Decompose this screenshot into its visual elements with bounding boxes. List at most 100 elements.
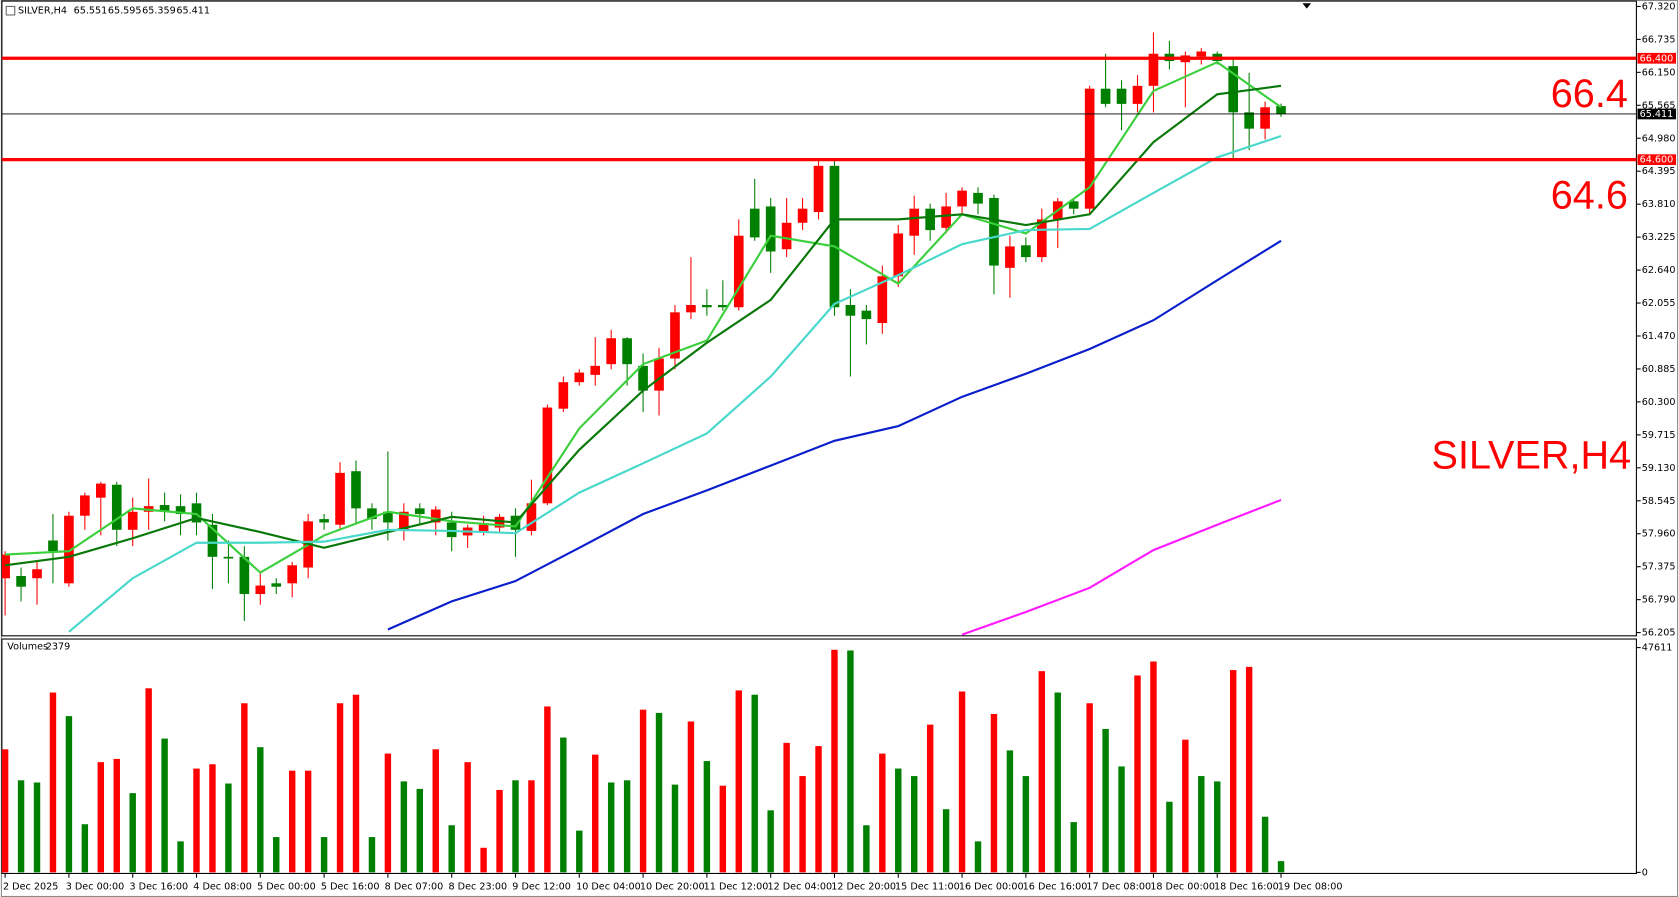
candle-body: [957, 190, 967, 207]
candle-body: [749, 208, 760, 238]
y-tick-label: 57.960: [1642, 529, 1676, 540]
volume-bar: [1182, 739, 1189, 873]
candle-body: [287, 565, 298, 584]
volume-bar: [639, 709, 647, 873]
y-tick-label: 67.320: [1642, 1, 1676, 12]
candle-body: [414, 508, 425, 515]
candle-body: [1036, 219, 1047, 258]
level-box: [1637, 52, 1677, 64]
candle-body: [781, 222, 792, 250]
x-tick-label: 4 Dec 08:00: [193, 881, 252, 892]
candle-body: [383, 511, 393, 523]
volume-bar: [304, 770, 312, 873]
volume-bar: [687, 721, 695, 873]
x-tick-label: 18 Dec 00:00: [1150, 881, 1215, 892]
y-tick-label: 60.885: [1642, 364, 1676, 375]
candle-body: [686, 305, 696, 313]
volume-bar: [1022, 776, 1030, 873]
x-tick-label: 10 Dec 04:00: [576, 881, 641, 892]
candle-body: [399, 511, 409, 530]
volume-bar: [448, 825, 455, 873]
candle-body: [1100, 88, 1111, 104]
candle-body: [175, 506, 186, 515]
y-tick-label: 47611: [1642, 643, 1673, 654]
x-tick-label: 16 Dec 00:00: [959, 881, 1024, 892]
candle-body: [478, 524, 489, 533]
volume-bar: [863, 825, 870, 873]
volume-bar: [368, 837, 376, 873]
volume-bar: [783, 742, 790, 873]
candle-body: [765, 206, 776, 252]
volume-bar: [703, 761, 711, 873]
volume-bar: [288, 770, 296, 873]
y-tick-label: 59.130: [1642, 463, 1676, 474]
volume-bar: [320, 837, 328, 873]
y-tick-label: 56.205: [1642, 628, 1676, 639]
volume-bar: [65, 716, 73, 873]
candle-body: [733, 235, 744, 308]
candle-body: [351, 471, 361, 509]
last-price-box: [1637, 108, 1677, 120]
candle-body: [989, 197, 999, 266]
volume-bar: [815, 746, 822, 873]
level-label: 66.4: [1551, 72, 1628, 116]
x-tick-label: 3 Dec 16:00: [129, 881, 188, 892]
volume-bar: [384, 753, 392, 873]
y-tick-label: 61.470: [1642, 331, 1676, 342]
y-tick-label: 66.735: [1642, 34, 1676, 45]
volume-bar: [799, 776, 806, 873]
candle-body: [1005, 246, 1015, 268]
candle-body: [1068, 201, 1079, 209]
price-panel: [1, 0, 1637, 637]
level-box: [1637, 154, 1677, 166]
candle-body: [111, 484, 122, 530]
volume-bar: [560, 737, 567, 873]
volume-bar: [1, 749, 9, 873]
candle-body: [80, 495, 90, 516]
volume-bar: [767, 810, 774, 873]
candle-body: [1196, 51, 1207, 57]
y-tick-label: 62.055: [1642, 298, 1676, 309]
candle-body: [48, 540, 58, 552]
volume-bar: [145, 688, 152, 873]
volume-bar: [97, 762, 105, 873]
candle-body: [255, 585, 266, 595]
candle-body: [335, 472, 345, 525]
candle-body: [829, 165, 840, 308]
volume-bar: [655, 712, 663, 873]
volume-bar: [607, 782, 615, 873]
x-tick-label: 18 Dec 16:00: [1214, 881, 1279, 892]
candle-body: [1276, 106, 1286, 114]
volume-bar: [544, 706, 551, 873]
volume-bar: [847, 650, 854, 873]
volume-bar: [958, 691, 966, 873]
candle-body: [1132, 85, 1143, 104]
x-tick-label: 8 Dec 23:00: [448, 881, 507, 892]
volume-bar: [193, 768, 200, 873]
volume-bar: [1070, 822, 1077, 873]
y-tick-label: 57.375: [1642, 562, 1676, 573]
header-open: 65.551: [74, 6, 108, 17]
volume-bar: [273, 837, 280, 873]
volume-bar: [352, 694, 360, 873]
candle-body: [367, 508, 377, 520]
volume-bar: [1038, 671, 1046, 873]
y-tick-label: 66.150: [1642, 67, 1676, 78]
candle-body: [430, 509, 441, 523]
level-box-label: 64.600: [1640, 155, 1674, 166]
shift-marker: [1302, 3, 1312, 9]
candle-body: [845, 305, 856, 316]
y-tick-label: 64.395: [1642, 166, 1676, 177]
volume-bar: [480, 847, 487, 873]
volume-bar: [1277, 861, 1285, 873]
y-tick-label: 60.300: [1642, 397, 1676, 408]
candle-body: [622, 338, 632, 365]
volume-bar: [464, 762, 471, 873]
volume-bar: [1214, 781, 1221, 873]
volume-bar: [17, 780, 25, 873]
volume-bar: [895, 768, 902, 873]
volume-bar: [735, 690, 742, 873]
candle-body: [1260, 107, 1270, 129]
